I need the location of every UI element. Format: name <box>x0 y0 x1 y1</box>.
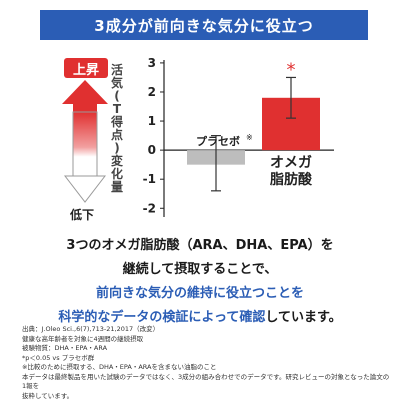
page-title: 3成分が前向きな気分に役立つ <box>94 15 313 36</box>
footnote-source: 出典：J.Oleo Sci.,6(7),713-21,2017（改変） <box>22 325 392 335</box>
y-axis-label-char: 量 <box>109 181 125 194</box>
significance-marker: * <box>287 59 296 80</box>
footnote-substance: 被験物質：DHA・EPA・ARA <box>22 344 392 354</box>
description-line-4-highlight: 科学的なデータの検証によって確認 <box>58 310 265 325</box>
category-label-placebo: プラセボ <box>196 134 240 148</box>
up-down-arrow-icon <box>60 78 110 210</box>
arrow-shaft <box>73 112 97 176</box>
arrow-down-head <box>65 176 105 202</box>
y-tick-label: 2 <box>148 85 156 99</box>
description-line-3: 前向きな気分の維持に役立つことを <box>10 282 390 306</box>
header-banner: 3成分が前向きな気分に役立つ <box>40 10 368 40</box>
arrow-up-head <box>62 80 108 112</box>
up-label-badge: 上昇 <box>64 58 108 78</box>
description-line-1: 3つのオメガ脂肪酸（ARA、DHA、EPA）を <box>10 234 390 258</box>
y-axis-label: 活 気 ( T 得 点 ) 変 化 量 <box>109 64 125 194</box>
y-tick-label: -2 <box>143 201 156 215</box>
category-label-omega-line1: オメガ <box>270 155 312 171</box>
y-tick-label: 0 <box>148 143 156 157</box>
footnote-subjects: 健康な高年齢者を対象に4週間の継続摂取 <box>22 335 392 345</box>
description-line-4-end: しています。 <box>265 310 341 325</box>
down-label: 低下 <box>70 206 94 223</box>
y-tick-label: 1 <box>148 114 156 128</box>
bar-chart: 3 2 1 0 -1 -2 * プラセボ ※ オメガ脂肪酸 <box>136 52 336 227</box>
description-line-2: 継続して摂取することで、 <box>10 258 390 282</box>
up-label: 上昇 <box>73 59 99 78</box>
category-label-omega-line2: 脂肪酸 <box>269 171 313 188</box>
footnote-significance: *p＜0.05 vs プラセボ群 <box>22 354 392 364</box>
y-tick-label: -1 <box>143 172 156 186</box>
y-tick-label: 3 <box>148 56 156 70</box>
description-text: 3つのオメガ脂肪酸（ARA、DHA、EPA）を 継続して摂取することで、 前向き… <box>10 234 390 330</box>
footnote-placebo: ※比較のために摂取する、DHA・EPA・ARAを含まない油脂のこと <box>22 363 392 373</box>
footnote-disclaimer: 本データは最終製品を用いた試験のデータではなく、3成分の組み合わせでのデータです… <box>22 373 392 392</box>
placebo-footnote-mark: ※ <box>246 133 253 142</box>
footnotes: 出典：J.Oleo Sci.,6(7),713-21,2017（改変） 健康な高… <box>22 325 392 401</box>
